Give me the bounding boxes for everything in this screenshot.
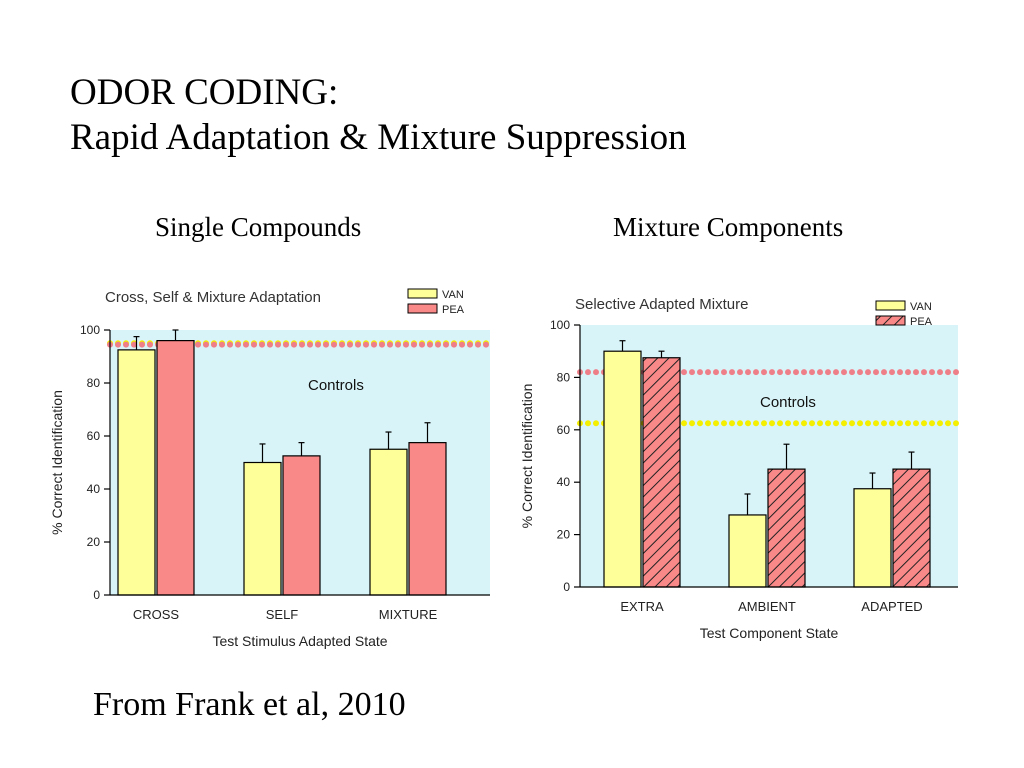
left-panel-heading: Single Compounds (155, 212, 362, 242)
bar (892, 468, 931, 588)
x-axis-label: Test Component State (700, 625, 839, 641)
chart-marks: EXTRA AMBIENT ADAPTED 0 20 40 60 80 100 (550, 318, 961, 614)
y-tick-label: 0 (93, 588, 100, 602)
x-tick-label: SELF (266, 607, 299, 622)
slide-title-line-2: Rapid Adaptation & Mixture Suppression (70, 117, 687, 158)
bar (408, 442, 447, 596)
selective-mixture-bar-chart: Selective Adapted Mixture Test Component… (519, 296, 961, 641)
bar (642, 357, 681, 588)
bar (603, 350, 642, 588)
y-tick-label: 40 (557, 475, 571, 489)
x-tick-label: CROSS (133, 607, 180, 622)
bar (853, 488, 892, 588)
y-tick-label: 20 (557, 528, 571, 542)
y-tick-label: 100 (80, 323, 100, 337)
slide-title: ODOR CODING: Rapid Adaptation & Mixture … (70, 70, 687, 160)
slide-title-line-1: ODOR CODING: (70, 72, 339, 113)
bar (156, 339, 195, 596)
x-axis-label: Test Stimulus Adapted State (212, 633, 387, 649)
bar (728, 514, 767, 588)
legend-label: VAN (442, 289, 464, 301)
chart-title: Cross, Self & Mixture Adaptation (105, 289, 321, 306)
y-tick-label: 100 (550, 318, 570, 332)
y-tick-label: 80 (557, 370, 571, 384)
legend-swatch (875, 300, 906, 311)
legend-swatch (407, 288, 438, 299)
y-tick-label: 20 (87, 535, 101, 549)
y-tick-label: 60 (87, 429, 101, 443)
legend-label: PEA (442, 304, 465, 316)
legend-swatch (875, 315, 906, 326)
chart-legend: VAN PEA (407, 288, 465, 316)
y-axis-label: % Correct Identification (49, 390, 65, 535)
x-tick-label: MIXTURE (379, 607, 438, 622)
bar (282, 455, 321, 596)
y-tick-label: 80 (87, 376, 101, 390)
y-tick-label: 40 (87, 482, 101, 496)
y-axis-label: % Correct Identification (519, 384, 535, 529)
y-tick-label: 60 (557, 423, 571, 437)
bar (243, 461, 282, 596)
chart-marks: CROSS SELF MIXTURE 0 20 40 60 80 100 (80, 323, 493, 622)
chart-legend: VAN PEA (875, 300, 933, 328)
y-tick-label: 0 (563, 580, 570, 594)
citation: From Frank et al, 2010 (93, 686, 406, 723)
x-tick-label: ADAPTED (861, 599, 922, 614)
bar (767, 468, 806, 588)
legend-swatch (407, 303, 438, 314)
bar (117, 349, 156, 596)
legend-label: VAN (910, 301, 932, 313)
legend-label: PEA (910, 316, 933, 328)
right-panel-heading: Mixture Components (613, 212, 844, 242)
bar (369, 448, 408, 596)
controls-annotation: Controls (760, 394, 816, 411)
x-tick-label: AMBIENT (738, 599, 796, 614)
chart-title: Selective Adapted Mixture (575, 296, 748, 313)
adaptation-bar-chart: Cross, Self & Mixture Adaptation Test St… (49, 288, 493, 649)
x-tick-label: EXTRA (620, 599, 664, 614)
controls-annotation: Controls (308, 377, 364, 394)
